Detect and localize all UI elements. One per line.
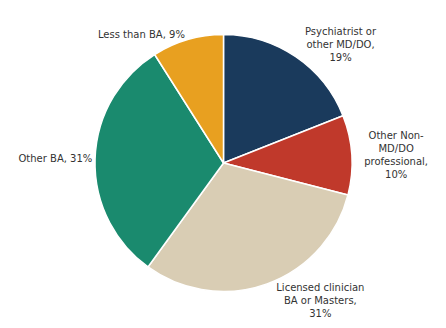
svg-text:Psychiatrist orother MD/DO,19%: Psychiatrist orother MD/DO,19% [305, 26, 377, 63]
svg-text:Other Non-MD/DOprofessional,10: Other Non-MD/DOprofessional,10% [364, 130, 428, 180]
svg-text:Less than BA, 9%: Less than BA, 9% [98, 29, 185, 40]
svg-text:Other BA, 31%: Other BA, 31% [18, 153, 92, 164]
svg-text:Licensed clinicianBA or Master: Licensed clinicianBA or Masters,31% [276, 282, 364, 319]
